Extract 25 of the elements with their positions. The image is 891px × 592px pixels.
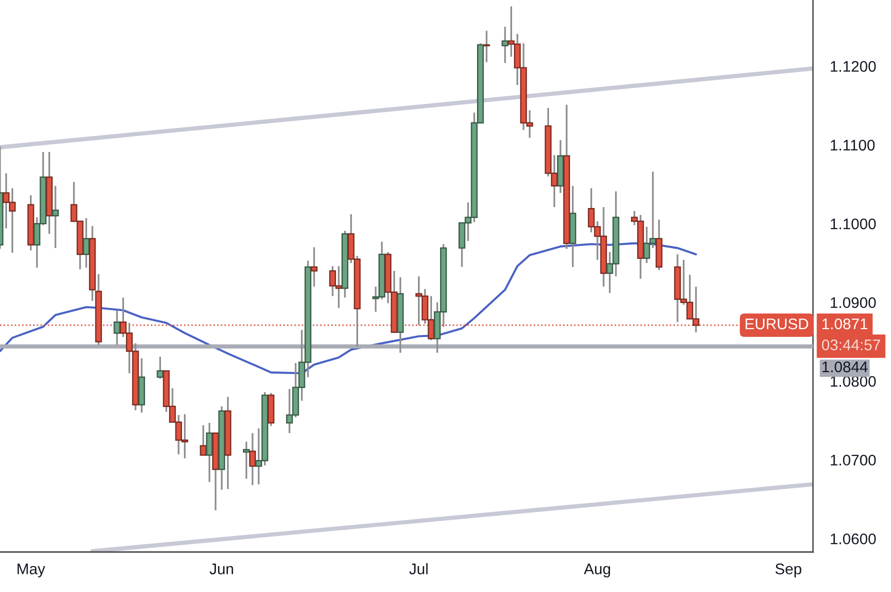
candlestick xyxy=(114,309,120,346)
ref-line-label: 1.0844 xyxy=(822,362,868,372)
y-tick-label: 1.1200 xyxy=(830,61,876,72)
text: 03:44:57 xyxy=(822,340,880,350)
x-tick-label: May xyxy=(18,564,46,578)
candlestick xyxy=(52,185,59,249)
x-tick-label: Jul xyxy=(409,563,428,574)
y-tick-label: 1.0900 xyxy=(830,297,876,308)
y-tick-label: 1.0600 xyxy=(830,533,876,544)
candlestick xyxy=(502,26,508,64)
ref-line-label: EURUSD xyxy=(746,318,808,330)
x-tick-label: Jun xyxy=(210,564,234,574)
candlestick xyxy=(483,30,490,64)
candlestick xyxy=(206,422,213,483)
text: 1.0871 xyxy=(822,318,868,330)
candlestick xyxy=(156,356,164,380)
y-tick-label: 1.0800 xyxy=(830,376,876,387)
y-tick-label: 1.0700 xyxy=(830,454,876,466)
y-tick-label: 1.1000 xyxy=(830,218,876,230)
x-tick-label: Aug xyxy=(584,564,610,578)
x-tick-label: Sep xyxy=(775,564,802,578)
y-tick-label: 1.1100 xyxy=(830,140,875,151)
candlestick xyxy=(200,424,207,456)
candlestick xyxy=(310,246,318,288)
candlestick xyxy=(249,432,256,486)
